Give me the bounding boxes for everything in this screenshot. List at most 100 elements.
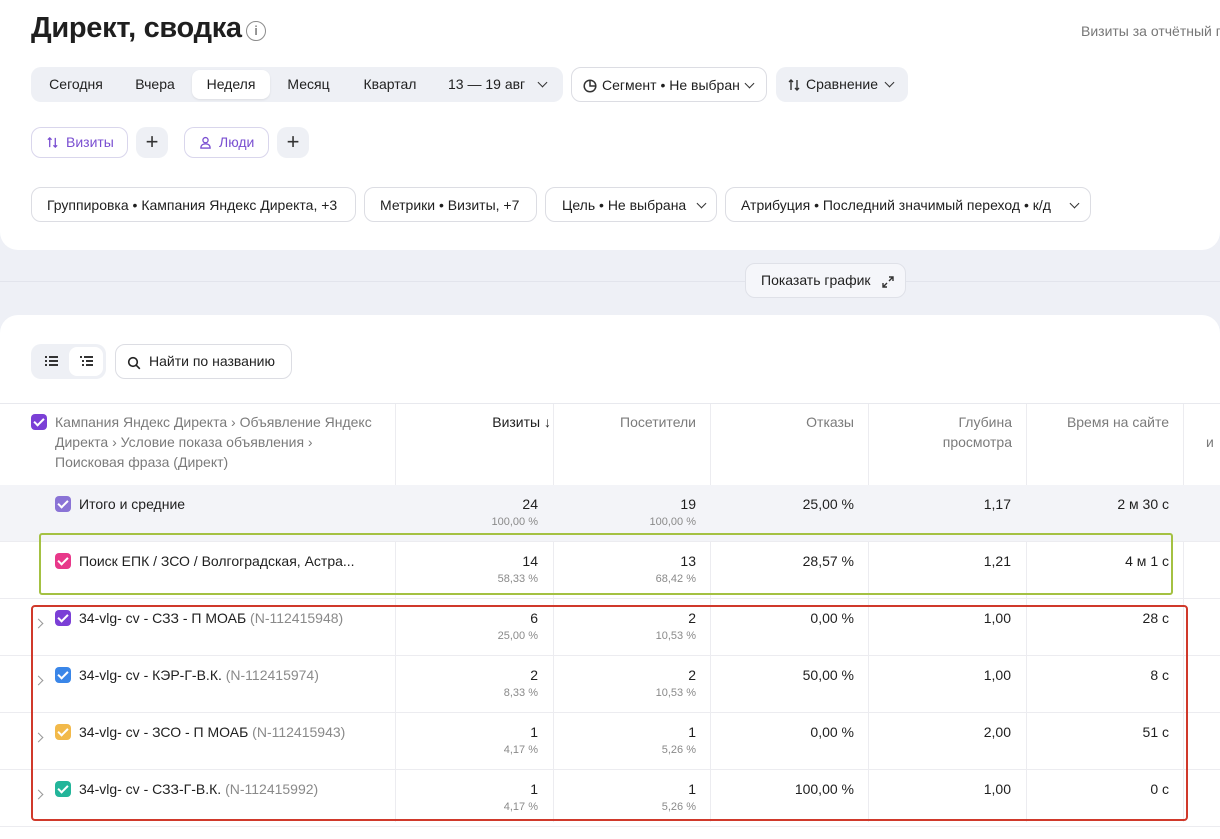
metrics-filter[interactable]: Метрики • Визиты, +7 <box>364 187 537 222</box>
table-row[interactable]: 34-vlg- cv - СЗЗ-Г-В.К. (N-112415992) 1 … <box>0 770 1220 827</box>
cell-visitors-pct: 68,42 % <box>655 573 696 585</box>
row-checkbox[interactable] <box>55 553 71 569</box>
column-header-depth-line1: Глубина <box>958 414 1012 430</box>
table-row[interactable]: Поиск ЕПК / ЗСО / Волгоградская, Астра..… <box>0 542 1220 599</box>
row-checkbox[interactable] <box>55 610 71 626</box>
comparison-button[interactable]: Сравнение <box>776 67 908 102</box>
grouping-filter[interactable]: Группировка • Кампания Яндекс Директа, +… <box>31 187 356 222</box>
column-header-truncated[interactable]: и <box>1206 434 1214 450</box>
date-range-button[interactable]: 13 — 19 авг <box>436 70 560 99</box>
add-people-button[interactable]: + <box>277 127 309 158</box>
cell-visits: 1 <box>530 724 538 740</box>
column-header-visitors[interactable]: Посетители <box>620 414 696 430</box>
chevron-down-icon <box>696 198 707 209</box>
column-header-depth-line2: просмотра <box>942 434 1012 450</box>
metric-visits-label: Визиты <box>66 134 114 150</box>
cell-time: 2 м 30 с <box>1117 496 1169 512</box>
expand-icon <box>882 276 894 288</box>
row-label: 34-vlg- cv - КЭР-Г-В.К. (N-112415974) <box>79 667 319 683</box>
report-header-card: Директ, сводка i Визиты за отчётный п Се… <box>0 0 1220 250</box>
cell-depth: 1,17 <box>983 496 1011 512</box>
cell-time: 28 с <box>1142 610 1169 626</box>
cell-visits-pct: 100,00 % <box>491 516 538 528</box>
cell-visitors: 1 <box>688 724 696 740</box>
tree-view-button[interactable] <box>69 347 103 376</box>
table-row[interactable]: 34-vlg- cv - КЭР-Г-В.К. (N-112415974) 2 … <box>0 656 1220 713</box>
divider <box>0 281 1220 282</box>
column-separator <box>553 404 554 822</box>
show-chart-label: Показать график <box>761 272 871 288</box>
add-metric-button[interactable]: + <box>136 127 168 158</box>
column-separator <box>868 404 869 822</box>
column-header-visits[interactable]: Визиты ↓ <box>492 414 551 430</box>
search-icon <box>127 356 141 370</box>
period-month[interactable]: Месяц <box>287 76 330 92</box>
flat-list-view-button[interactable] <box>34 347 68 376</box>
column-header-depth[interactable]: Глубина просмотра <box>868 412 1012 452</box>
cell-visits: 2 <box>530 667 538 683</box>
cell-visits: 1 <box>530 781 538 797</box>
column-header-time[interactable]: Время на сайте <box>1066 414 1169 430</box>
cell-visits-pct: 25,00 % <box>497 630 538 642</box>
row-label: 34-vlg- cv - СЗЗ-Г-В.К. (N-112415992) <box>79 781 319 797</box>
attribution-filter-label: Атрибуция • Последний значимый переход •… <box>741 197 1051 213</box>
cell-visits-pct: 58,33 % <box>497 573 538 585</box>
table-row[interactable]: 34-vlg- cv - ЗСО - П МОАБ (N-112415943) … <box>0 713 1220 770</box>
cell-time: 0 с <box>1150 781 1169 797</box>
metric-people-label: Люди <box>219 134 255 150</box>
table-header-border <box>0 403 1220 404</box>
segment-button[interactable]: Сегмент • Не выбран <box>571 67 767 102</box>
cell-bounces: 28,57 % <box>802 553 854 569</box>
goal-filter[interactable]: Цель • Не выбрана <box>545 187 717 222</box>
period-quarter[interactable]: Квартал <box>363 76 417 92</box>
row-checkbox[interactable] <box>55 724 71 740</box>
cell-bounces: 0,00 % <box>810 724 854 740</box>
cell-visitors-pct: 5,26 % <box>661 744 696 756</box>
column-separator <box>395 404 396 822</box>
chevron-down-icon <box>744 78 755 89</box>
cell-depth: 1,00 <box>983 667 1011 683</box>
column-separator <box>1026 404 1027 822</box>
row-checkbox[interactable] <box>55 781 71 797</box>
cell-visitors: 13 <box>680 553 696 569</box>
total-checkbox[interactable] <box>55 496 71 512</box>
tree-list-icon <box>80 356 93 367</box>
search-placeholder: Найти по названию <box>149 353 275 369</box>
chevron-down-icon <box>537 77 548 88</box>
attribution-filter[interactable]: Атрибуция • Последний значимый переход •… <box>725 187 1091 222</box>
search-input[interactable]: Найти по названию <box>115 344 292 379</box>
cell-visits: 14 <box>522 553 538 569</box>
cell-visits-pct: 4,17 % <box>503 744 538 756</box>
cell-time: 8 с <box>1150 667 1169 683</box>
cell-visits-pct: 4,17 % <box>503 801 538 813</box>
chevron-down-icon <box>1069 198 1080 209</box>
period-week[interactable]: Неделя <box>192 70 270 99</box>
column-header-bounces[interactable]: Отказы <box>806 414 854 430</box>
column-separator <box>1183 404 1184 822</box>
metric-people-pill[interactable]: Люди <box>184 127 269 158</box>
period-selector: Сегодня Вчера Неделя Месяц Квартал 13 — … <box>31 67 563 102</box>
dimension-header[interactable]: Кампания Яндекс Директа › Объявление Янд… <box>55 414 372 470</box>
highlight-frame-green <box>39 533 1173 595</box>
report-table-card <box>0 315 1220 839</box>
view-toggle <box>31 344 106 379</box>
page-title: Директ, сводка <box>31 12 242 44</box>
period-yesterday[interactable]: Вчера <box>135 76 175 92</box>
select-all-checkbox[interactable] <box>31 414 47 430</box>
table-row[interactable]: 34-vlg- cv - СЗЗ - П МОАБ (N-112415948) … <box>0 599 1220 656</box>
row-checkbox[interactable] <box>55 667 71 683</box>
row-label: 34-vlg- cv - ЗСО - П МОАБ (N-112415943) <box>79 724 346 740</box>
info-icon[interactable]: i <box>246 21 266 41</box>
period-today[interactable]: Сегодня <box>49 76 103 92</box>
total-label: Итого и средние <box>79 496 186 512</box>
cell-depth: 1,00 <box>983 781 1011 797</box>
report-visits-label: Визиты за отчётный п <box>1081 23 1220 39</box>
cell-visitors: 1 <box>688 781 696 797</box>
chevron-down-icon <box>884 77 895 88</box>
metric-visits-pill[interactable]: Визиты <box>31 127 128 158</box>
show-chart-button[interactable]: Показать график <box>745 263 906 298</box>
cell-visits: 6 <box>530 610 538 626</box>
compare-arrows-icon <box>47 136 58 149</box>
cell-visitors-pct: 5,26 % <box>661 801 696 813</box>
compare-arrows-icon <box>788 79 800 91</box>
